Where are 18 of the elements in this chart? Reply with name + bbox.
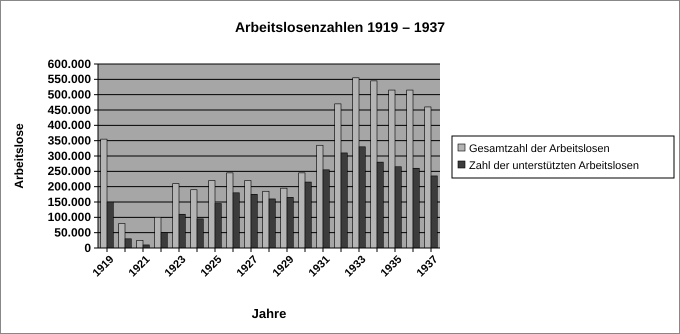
y-tick-label: 450.000 <box>48 102 92 117</box>
chart-title: Arbeitslosenzahlen 1919 – 1937 <box>234 19 446 35</box>
y-axis-title: Arbeitslose <box>12 123 26 189</box>
y-tick-label: 200.000 <box>48 180 92 194</box>
y-tick-label: 600.000 <box>48 56 92 71</box>
y-tick-label: 50.000 <box>54 226 92 240</box>
y-tick-label: 0 <box>84 240 92 255</box>
y-tick-label: 550.000 <box>48 72 92 86</box>
y-tick-label: 250.000 <box>48 164 92 178</box>
legend-label: Gesamtzahl der Arbeitslosen <box>469 143 610 155</box>
y-tick-label: 300.000 <box>48 148 92 163</box>
y-tick-label: 150.000 <box>48 194 92 209</box>
y-tick-label: 100.000 <box>48 210 92 224</box>
y-tick-label: 400.000 <box>48 118 92 132</box>
x-axis-title: Jahre <box>252 306 286 321</box>
legend-label: Zahl der unterstützten Arbeitslosen <box>469 160 639 172</box>
y-tick-label: 350.000 <box>48 134 92 148</box>
y-tick-label: 500.000 <box>48 88 92 102</box>
